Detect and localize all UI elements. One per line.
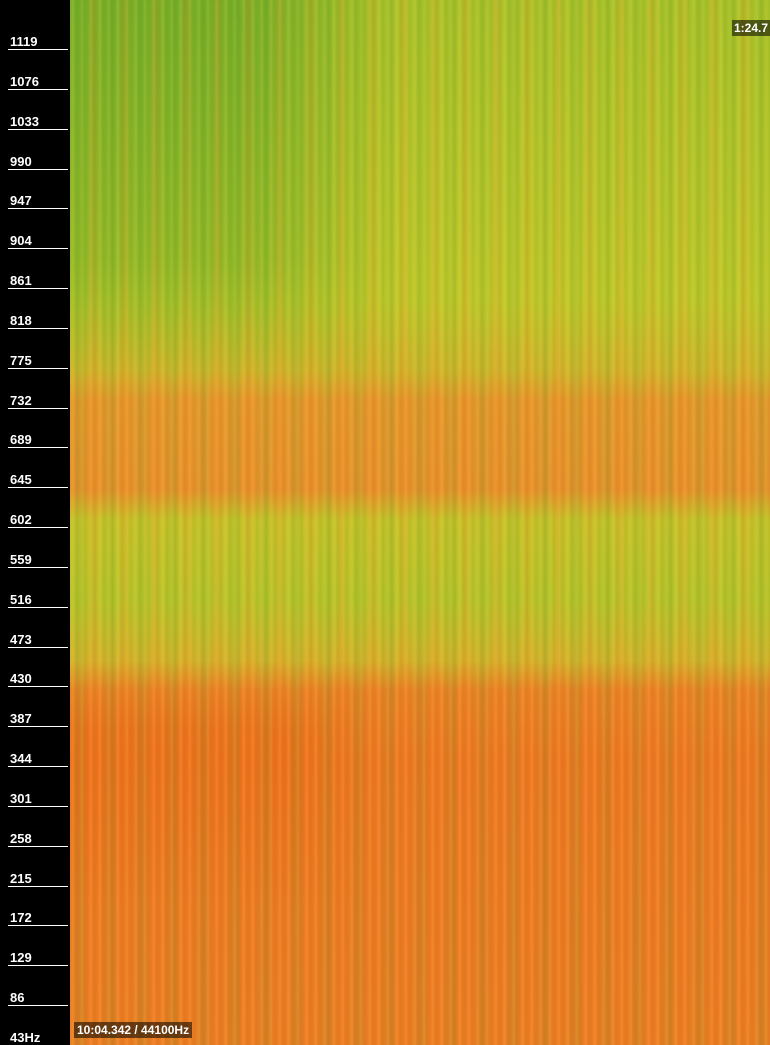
frequency-label: 990 bbox=[8, 154, 68, 170]
frequency-axis: 1119 1076 1033 990 947 904 861 818 775 732 689 645 6… bbox=[0, 0, 70, 1045]
frequency-label: 430 bbox=[8, 671, 68, 687]
frequency-label: 129 bbox=[8, 950, 68, 966]
frequency-label: 301 bbox=[8, 791, 68, 807]
frequency-label: 861 bbox=[8, 273, 68, 289]
spectrum-texture bbox=[70, 0, 770, 1045]
frequency-label: 344 bbox=[8, 751, 68, 767]
frequency-label: 947 bbox=[8, 193, 68, 209]
frequency-label: 645 bbox=[8, 472, 68, 488]
spectrogram-view: 1119 1076 1033 990 947 904 861 818 775 732 689 645 6… bbox=[0, 0, 770, 1045]
frequency-label: 818 bbox=[8, 313, 68, 329]
frequency-label: 172 bbox=[8, 910, 68, 926]
frequency-label: 215 bbox=[8, 871, 68, 887]
time-readout: 1:24.7 bbox=[732, 20, 770, 36]
spectrogram bbox=[70, 0, 770, 1045]
frequency-label: 689 bbox=[8, 432, 68, 448]
frequency-label: 775 bbox=[8, 353, 68, 369]
frequency-label: 86 bbox=[8, 990, 68, 1006]
frequency-label: 559 bbox=[8, 552, 68, 568]
frequency-label: 732 bbox=[8, 393, 68, 409]
frequency-label: 473 bbox=[8, 632, 68, 648]
frequency-label: 602 bbox=[8, 512, 68, 528]
frequency-label: 258 bbox=[8, 831, 68, 847]
frequency-label: 387 bbox=[8, 711, 68, 727]
status-readout: 10:04.342 / 44100Hz bbox=[74, 1022, 192, 1038]
frequency-label: 904 bbox=[8, 233, 68, 249]
frequency-label: 516 bbox=[8, 592, 68, 608]
frequency-label: 1033 bbox=[8, 114, 68, 130]
frequency-label: 43Hz bbox=[8, 1030, 68, 1045]
frequency-label: 1076 bbox=[8, 74, 68, 90]
frequency-label: 1119 bbox=[8, 34, 68, 50]
